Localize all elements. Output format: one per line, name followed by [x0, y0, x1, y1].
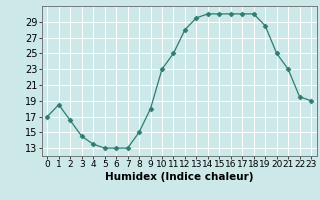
X-axis label: Humidex (Indice chaleur): Humidex (Indice chaleur) — [105, 172, 253, 182]
